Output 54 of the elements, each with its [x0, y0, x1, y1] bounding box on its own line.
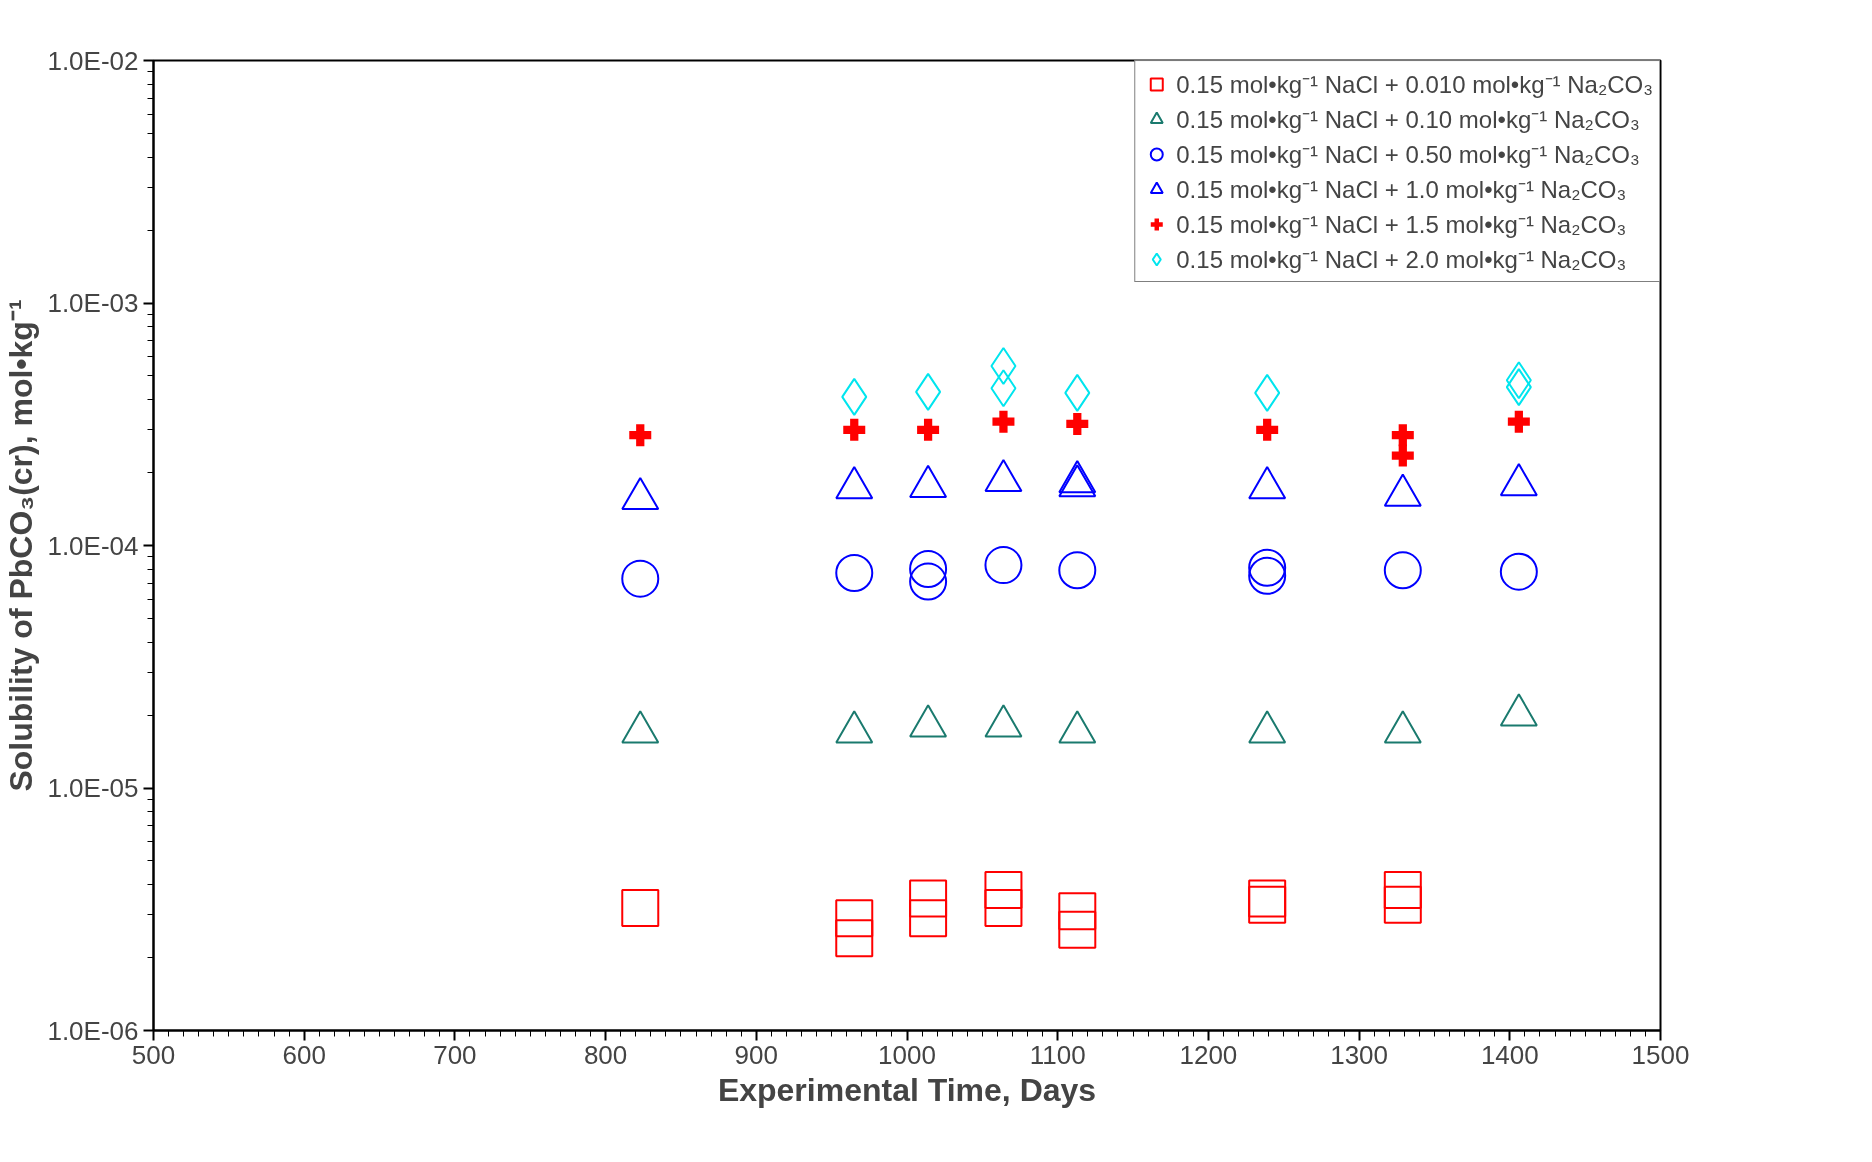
x-tick-label: 1000 [878, 1039, 936, 1070]
x-tick-label: 600 [282, 1039, 326, 1070]
point [1391, 444, 1414, 467]
point [1383, 551, 1422, 590]
point [992, 410, 1015, 433]
point [984, 870, 1023, 909]
legend-label: 0.15 mol•kg⁻¹ NaCl + 1.0 mol•kg⁻¹ Na₂CO₃ [1176, 175, 1627, 205]
point [835, 899, 874, 938]
point [917, 418, 940, 441]
x-tick-label: 700 [433, 1039, 477, 1070]
point [843, 418, 866, 441]
point [1507, 410, 1530, 433]
point [1058, 551, 1097, 590]
legend-label: 0.15 mol•kg⁻¹ NaCl + 0.010 mol•kg⁻¹ Na₂CO₃ [1176, 70, 1653, 100]
point [1248, 556, 1287, 595]
point [909, 562, 948, 601]
point [621, 559, 660, 598]
y-tick-label: 1.0E-03 [47, 288, 139, 318]
point [1248, 548, 1287, 587]
legend-label: 0.15 mol•kg⁻¹ NaCl + 0.50 mol•kg⁻¹ Na₂CO₃ [1176, 140, 1640, 170]
point [1248, 879, 1287, 918]
point [909, 550, 948, 588]
point [909, 899, 948, 938]
x-tick-label: 1300 [1330, 1039, 1389, 1070]
point [835, 919, 874, 958]
point [629, 424, 652, 447]
point [1058, 892, 1097, 931]
x-tick-label: 1100 [1029, 1039, 1086, 1070]
x-axis-title: Experimental Time, Days [717, 1071, 1097, 1108]
y-tick-label: 1.0E-05 [47, 773, 139, 803]
point [835, 554, 874, 592]
x-tick-label: 800 [583, 1039, 628, 1070]
x-tick-label: 1200 [1179, 1039, 1238, 1070]
point [1383, 885, 1422, 924]
point [1066, 412, 1089, 435]
legend-label: 0.15 mol•kg⁻¹ NaCl + 0.10 mol•kg⁻¹ Na₂CO₃ [1176, 105, 1640, 135]
point [1256, 418, 1279, 441]
point [984, 889, 1023, 927]
legend-label: 0.15 mol•kg⁻¹ NaCl + 1.5 mol•kg⁻¹ Na₂CO₃ [1176, 210, 1627, 240]
y-tick-label: 1.0E-04 [47, 530, 139, 561]
y-axis-title: Solubility of PbCO₃(cr), mol•kg⁻¹ [3, 299, 40, 792]
point [621, 889, 660, 927]
point [984, 546, 1023, 585]
point [909, 879, 948, 918]
x-tick-label: 900 [734, 1039, 778, 1070]
point [1391, 424, 1414, 447]
legend-label: 0.15 mol•kg⁻¹ NaCl + 2.0 mol•kg⁻¹ Na₂CO₃ [1176, 245, 1627, 275]
point [1499, 552, 1538, 591]
x-tick-label: 1500 [1631, 1039, 1690, 1070]
point [1248, 885, 1287, 924]
point [1058, 910, 1097, 949]
point [1383, 870, 1422, 909]
x-tick-label: 1400 [1480, 1039, 1539, 1070]
y-tick-label: 1.0E-02 [47, 45, 139, 76]
